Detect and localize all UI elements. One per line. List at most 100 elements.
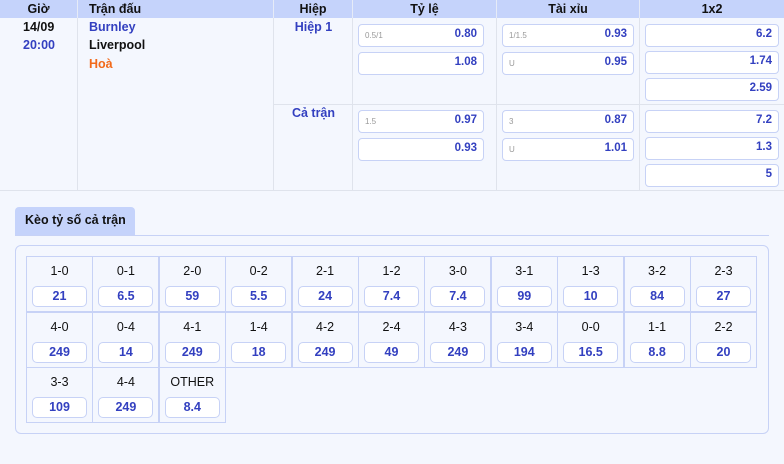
odds-value: 0.87: [604, 114, 627, 126]
x12-odds-button[interactable]: 1.3: [645, 137, 779, 160]
handicap-odds-button[interactable]: 1.5 0.97: [358, 110, 484, 133]
score-label: OTHER: [170, 375, 215, 389]
score-cell: 4-3 249: [424, 311, 492, 368]
score-cell: 1-4 18: [225, 311, 293, 368]
col-time: [0, 18, 78, 191]
score-odds-button[interactable]: 249: [164, 341, 220, 363]
x12-odds-button[interactable]: 6.2: [645, 24, 779, 47]
score-odds-button[interactable]: 7.4: [364, 286, 419, 307]
score-label: 3-1: [515, 264, 534, 278]
score-label: 2-2: [714, 319, 733, 334]
table-bottom: [0, 190, 784, 191]
score-cell: 4-0 249: [26, 311, 93, 368]
score-label: 0-1: [116, 264, 135, 278]
score-cell: 1-3 10: [557, 256, 625, 312]
score-cell: 1-2 7.4: [358, 256, 425, 312]
tab-correct-score[interactable]: Kèo tỷ số cả trận: [15, 207, 135, 235]
score-odds-button[interactable]: 194: [496, 341, 552, 363]
away-team[interactable]: Liverpool: [89, 38, 146, 52]
odds-value: 1.3: [756, 141, 772, 153]
odds-line: 1/1.5: [509, 31, 527, 40]
score-odds-button[interactable]: 18: [231, 341, 287, 363]
odds-line: 0.5/1: [365, 31, 383, 40]
score-cell: OTHER 8.4: [158, 367, 226, 423]
x12-odds-button[interactable]: 2.59: [645, 78, 779, 101]
score-cell: 1-0 21: [26, 256, 93, 312]
score-label: 1-2: [382, 264, 401, 278]
score-label: 1-3: [581, 264, 600, 278]
odds-value: 0.80: [454, 28, 477, 40]
score-odds-button[interactable]: 16.5: [563, 341, 619, 363]
odds-value: 6.2: [756, 28, 772, 40]
score-odds-button[interactable]: 7.4: [430, 286, 486, 307]
tab-underline: [15, 235, 769, 236]
score-odds-button[interactable]: 99: [496, 286, 552, 307]
correct-score-panel: [15, 245, 769, 434]
score-odds-button[interactable]: 6.5: [98, 286, 154, 307]
period-name: Hiệp 1: [294, 20, 333, 34]
overunder-odds-button[interactable]: 3 0.87: [502, 110, 634, 133]
score-cell: 1-1 8.8: [623, 311, 691, 368]
odds-line: U: [509, 59, 515, 68]
overunder-odds-button[interactable]: U 0.95: [502, 52, 634, 75]
score-label: 3-0: [448, 264, 467, 278]
score-cell: 3-4 194: [490, 311, 558, 368]
score-cell: 3-2 84: [623, 256, 691, 312]
score-odds-button[interactable]: 8.4: [164, 397, 220, 418]
handicap-odds-button[interactable]: 0.93: [358, 138, 484, 161]
odds-line: 3: [509, 117, 514, 126]
score-label: 1-0: [50, 264, 69, 278]
score-odds-button[interactable]: 24: [297, 286, 353, 307]
score-odds-button[interactable]: 27: [696, 286, 751, 307]
score-odds-button[interactable]: 249: [98, 397, 154, 418]
score-cell: 3-1 99: [490, 256, 558, 312]
score-label: 0-2: [249, 264, 268, 278]
x12-odds-button[interactable]: 7.2: [645, 110, 779, 133]
odds-value: 1.74: [749, 55, 772, 67]
score-odds-button[interactable]: 14: [98, 341, 154, 363]
header-half: Hiệp: [274, 0, 353, 18]
header-1x2: 1x2: [640, 0, 784, 18]
overunder-odds-button[interactable]: 1/1.5 0.93: [502, 24, 634, 47]
home-team[interactable]: Burnley: [89, 20, 136, 34]
x12-odds-button[interactable]: 1.74: [645, 51, 779, 74]
period-name: Cả trận: [291, 106, 336, 120]
score-label: 4-0: [50, 319, 69, 334]
score-odds-button[interactable]: 249: [430, 341, 486, 363]
match-time: 20:00: [23, 38, 55, 52]
odds-value: 7.2: [756, 114, 772, 126]
score-label: 0-4: [116, 319, 135, 334]
score-cell: 4-4 249: [92, 367, 160, 423]
score-label: 4-1: [183, 319, 202, 334]
score-odds-button[interactable]: 10: [563, 286, 619, 307]
score-odds-button[interactable]: 49: [364, 341, 419, 363]
odds-value: 0.95: [604, 56, 627, 68]
score-odds-button[interactable]: 109: [32, 397, 87, 418]
score-cell: 2-1 24: [291, 256, 359, 312]
score-cell: 2-4 49: [358, 311, 425, 368]
header-time: Giờ: [0, 0, 78, 18]
x12-odds-button[interactable]: 5: [645, 164, 779, 187]
score-cell: 4-2 249: [291, 311, 359, 368]
draw-label: Hoà: [89, 57, 113, 71]
score-odds-button[interactable]: 20: [696, 341, 751, 363]
overunder-odds-button[interactable]: U 1.01: [502, 138, 634, 161]
score-label: 4-3: [448, 319, 467, 334]
odds-line: U: [509, 145, 515, 154]
score-odds-button[interactable]: 249: [297, 341, 353, 363]
score-odds-button[interactable]: 59: [164, 286, 220, 307]
score-label: 1-4: [249, 319, 268, 334]
score-odds-button[interactable]: 84: [629, 286, 685, 307]
score-cell: 3-3 109: [26, 367, 93, 423]
score-label: 2-4: [382, 319, 401, 334]
score-odds-button[interactable]: 21: [32, 286, 87, 307]
score-label: 3-2: [648, 264, 667, 278]
handicap-odds-button[interactable]: 0.5/1 0.80: [358, 24, 484, 47]
score-odds-button[interactable]: 249: [32, 341, 87, 363]
score-label: 2-0: [183, 264, 202, 278]
score-odds-button[interactable]: 5.5: [231, 286, 287, 307]
score-label: 4-2: [316, 319, 335, 334]
handicap-odds-button[interactable]: 1.08: [358, 52, 484, 75]
score-odds-button[interactable]: 8.8: [629, 341, 685, 363]
score-cell: 2-3 27: [690, 256, 757, 312]
